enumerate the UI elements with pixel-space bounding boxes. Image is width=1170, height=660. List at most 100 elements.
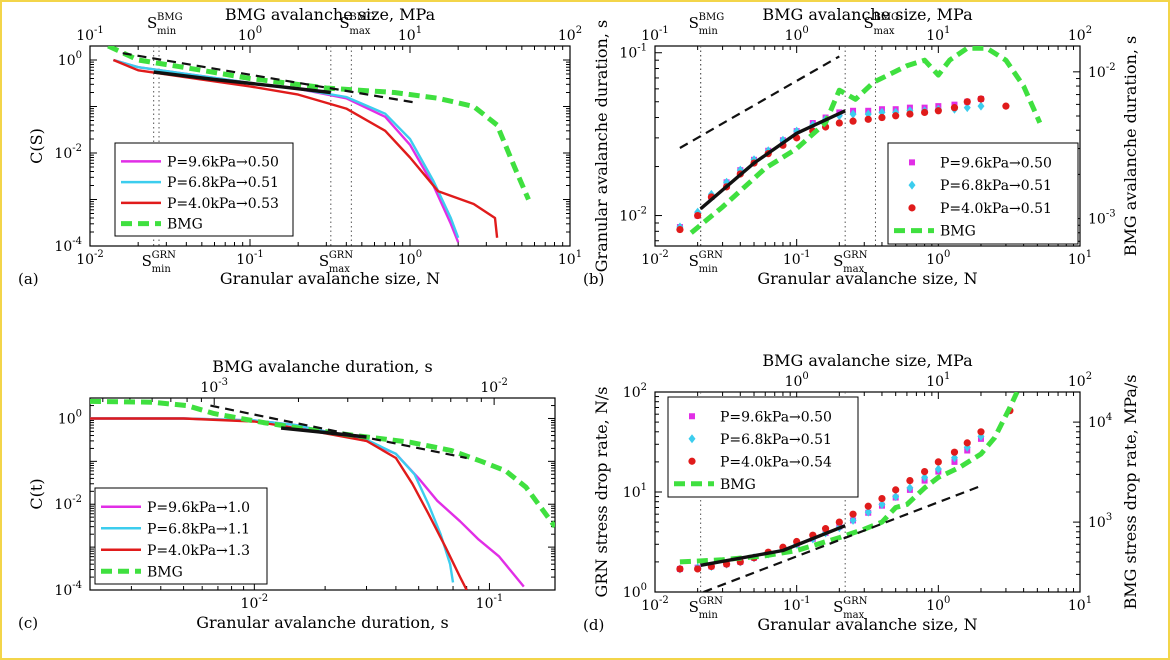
top-x-tick-label: 100 bbox=[785, 25, 809, 44]
y-tick-label: 10-4 bbox=[54, 580, 82, 599]
y-tick-label: 10-2 bbox=[619, 206, 647, 225]
top-x-tick-label-base: 10 bbox=[1068, 28, 1086, 44]
x-tick-label-base: 10 bbox=[558, 252, 576, 268]
y-tick-label-base: 10 bbox=[623, 585, 641, 601]
x-tick-label-base: 10 bbox=[76, 252, 94, 268]
data-point bbox=[676, 225, 684, 234]
threshold-label-s: S bbox=[147, 14, 157, 32]
threshold-label-s: S bbox=[689, 14, 699, 32]
y-tick-label-exp: 0 bbox=[76, 408, 82, 419]
top-x-axis-label: BMG avalanche duration, s bbox=[212, 357, 433, 376]
x-tick-label-base: 10 bbox=[641, 252, 659, 268]
threshold-label-sup: GRN bbox=[699, 250, 724, 261]
panel-label: (c) bbox=[18, 614, 38, 632]
series-line bbox=[107, 46, 531, 201]
y-axis-label: GRN stress drop rate, N/s bbox=[592, 387, 611, 598]
x-tick-label-base: 10 bbox=[926, 598, 944, 614]
data-point bbox=[892, 112, 900, 120]
data-point bbox=[849, 510, 857, 518]
y-tick-label: 100 bbox=[58, 408, 82, 427]
threshold-label: S GRN max bbox=[833, 250, 868, 275]
top-x-tick-label-base: 10 bbox=[641, 28, 659, 44]
top-x-tick-label-base: 10 bbox=[926, 374, 944, 390]
x-tick-label-exp: 0 bbox=[944, 595, 950, 606]
threshold-label-sup: BMG bbox=[349, 12, 375, 23]
x-axis-label: Granular avalanche duration, s bbox=[196, 613, 448, 632]
threshold-label: S GRN min bbox=[689, 250, 724, 275]
data-point bbox=[921, 108, 929, 117]
data-point bbox=[950, 453, 958, 463]
x-tick-label-exp: -2 bbox=[258, 593, 268, 604]
threshold-label-sup: GRN bbox=[152, 250, 177, 261]
x-tick-label: 101 bbox=[1068, 249, 1092, 268]
data-point bbox=[963, 98, 971, 106]
top-x-tick-label: 102 bbox=[558, 25, 582, 44]
data-point bbox=[821, 525, 830, 533]
y-tick-label: 10-2 bbox=[54, 143, 82, 162]
y-tick-label-base: 10 bbox=[58, 411, 76, 427]
top-x-tick-label: 10-3 bbox=[200, 377, 228, 396]
y2-tick-label: 10-3 bbox=[1088, 209, 1116, 228]
legend-label: P=9.6kPa→0.50 bbox=[167, 154, 279, 170]
data-point bbox=[921, 467, 929, 476]
y-tick-label-base: 10 bbox=[623, 385, 641, 401]
y-tick-label: 100 bbox=[58, 50, 82, 69]
legend-label: P=6.8kPa→1.1 bbox=[147, 521, 250, 537]
top-x-tick-label-exp: 1 bbox=[944, 371, 950, 382]
y2-axis-label: BMG stress drop rate, MPa/s bbox=[1121, 375, 1140, 610]
legend-label: P=4.0kPa→1.3 bbox=[147, 543, 250, 559]
x-axis-label: Granular avalanche size, N bbox=[757, 269, 977, 288]
plot-area-c bbox=[89, 397, 556, 591]
legend-c: P=9.6kPa→1.0 P=6.8kPa→1.1 P=4.0kPa→1.3 BMG bbox=[94, 487, 268, 585]
threshold-label-sup: BMG bbox=[157, 12, 183, 23]
data-point bbox=[977, 428, 985, 436]
y-tick-label-base: 10 bbox=[58, 53, 76, 69]
threshold-label-s: S bbox=[833, 252, 843, 270]
x-tick-label: 100 bbox=[398, 249, 422, 268]
threshold-label: S GRN min bbox=[689, 596, 724, 621]
x-tick-label-base: 10 bbox=[398, 252, 416, 268]
x-tick-label: 10-1 bbox=[476, 593, 504, 612]
x-tick-label-base: 10 bbox=[1068, 252, 1086, 268]
x-tick-label-exp: -1 bbox=[254, 249, 264, 260]
y2-tick-label-base: 10 bbox=[1088, 65, 1106, 81]
threshold-label-sub: max bbox=[349, 26, 370, 37]
x-tick-label: 101 bbox=[1068, 595, 1092, 614]
legend-label: P=4.0kPa→0.53 bbox=[167, 196, 279, 212]
x-tick-label-base: 10 bbox=[476, 596, 494, 612]
data-point bbox=[878, 494, 886, 503]
top-x-tick-label: 10-1 bbox=[76, 25, 104, 44]
y-tick-label: 10-2 bbox=[54, 494, 82, 513]
data-point bbox=[835, 518, 843, 526]
data-point bbox=[906, 477, 914, 485]
threshold-label-s: S bbox=[142, 252, 152, 270]
x-tick-label: 10-2 bbox=[641, 595, 669, 614]
top-x-tick-label-base: 10 bbox=[76, 28, 94, 44]
top-x-tick-label-exp: 2 bbox=[1086, 371, 1092, 382]
data-point bbox=[878, 113, 886, 122]
plot-area-b bbox=[654, 45, 1081, 247]
top-x-tick-label-base: 10 bbox=[200, 380, 218, 396]
legend-label: P=9.6kPa→0.50 bbox=[720, 409, 832, 425]
legend-marker bbox=[908, 204, 916, 212]
data-point bbox=[906, 483, 914, 493]
top-x-tick-label: 102 bbox=[1068, 25, 1092, 44]
threshold-label-s: S bbox=[833, 598, 843, 616]
y-tick-label-base: 10 bbox=[619, 209, 637, 225]
x-tick-label-exp: 1 bbox=[1086, 595, 1092, 606]
x-tick-label-exp: -2 bbox=[659, 249, 669, 260]
panel-label: (a) bbox=[18, 270, 39, 288]
top-x-tick-label-exp: 2 bbox=[576, 25, 582, 36]
reference-slope-line bbox=[679, 55, 840, 149]
data-point bbox=[950, 104, 959, 112]
y-tick-label-exp: -4 bbox=[72, 236, 82, 247]
x-tick-label: 10-1 bbox=[783, 249, 811, 268]
y-tick-label-base: 10 bbox=[619, 46, 637, 62]
y2-tick-label-exp: 4 bbox=[1106, 412, 1112, 423]
top-x-tick-label: 100 bbox=[785, 371, 809, 390]
x-tick-label-base: 10 bbox=[1068, 598, 1086, 614]
y2-tick-label: 103 bbox=[1088, 512, 1112, 531]
